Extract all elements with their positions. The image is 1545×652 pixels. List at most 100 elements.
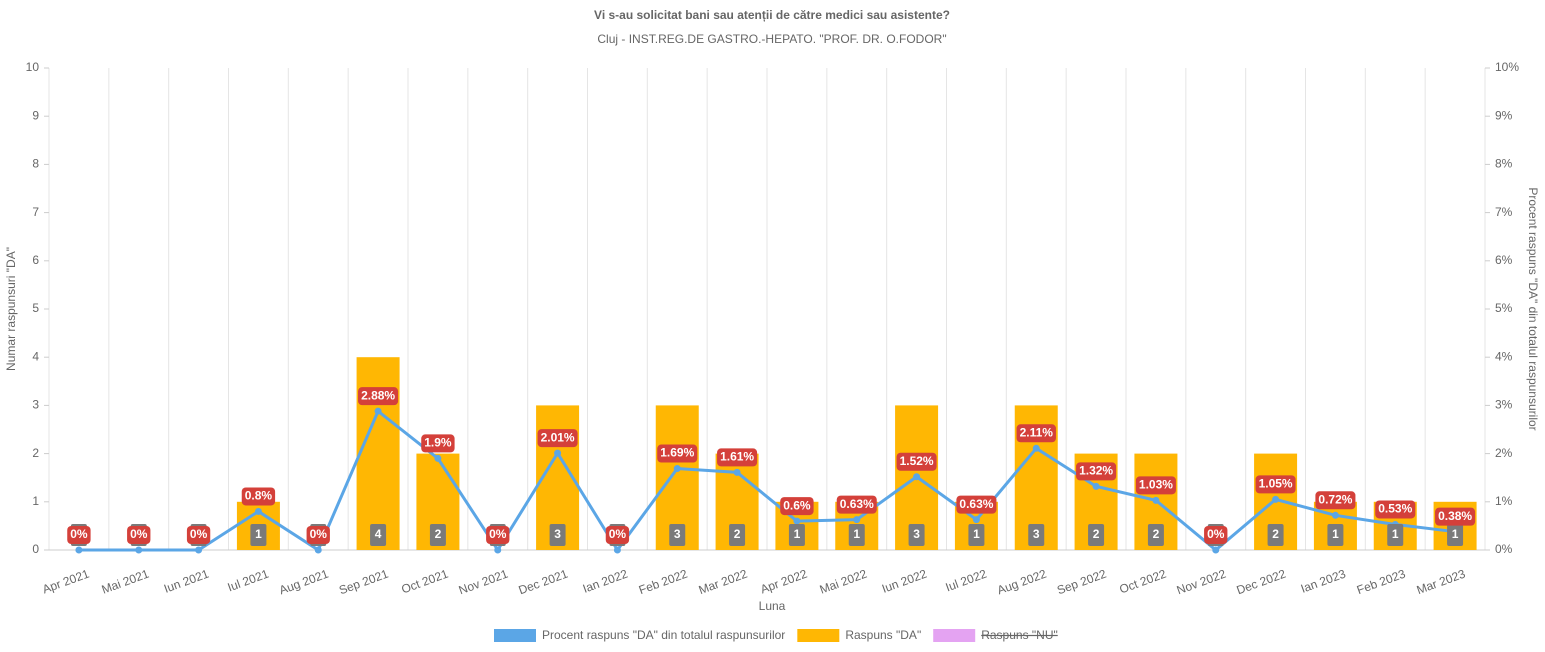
- y-tick-label: 9: [32, 108, 39, 122]
- x-tick-label: Aug 2021: [277, 567, 330, 598]
- point-label: 1.03%: [1135, 476, 1176, 495]
- line-point: [613, 546, 621, 554]
- bar-label: 1: [853, 527, 860, 541]
- legend-swatch: [933, 629, 976, 642]
- point-label: 0%: [486, 526, 510, 544]
- bar-label-bg: [908, 524, 925, 546]
- point-label: 0%: [306, 526, 330, 544]
- legend-swatch: [797, 629, 840, 642]
- x-tick-label: Ian 2022: [581, 567, 630, 596]
- point-label: 0%: [1204, 526, 1228, 544]
- x-tick-label: Feb 2023: [1355, 567, 1408, 598]
- point-label-text: 2.88%: [361, 388, 395, 402]
- point-label-bg: [956, 495, 997, 514]
- point-label: 1.69%: [657, 444, 698, 463]
- bar-label: 1: [1392, 527, 1399, 541]
- point-label: 0.6%: [780, 497, 814, 516]
- line-point: [195, 546, 203, 554]
- y2-tick-label: 6%: [1495, 253, 1513, 267]
- bar-label-bg: [1327, 524, 1344, 546]
- x-tick-label: Iul 2022: [944, 567, 989, 595]
- point-label-text: 1.9%: [424, 436, 452, 450]
- bar-label-bg: [549, 524, 566, 546]
- bar-label-bg: [1387, 524, 1404, 546]
- point-label-bg: [1135, 476, 1176, 495]
- point-label-bg: [1375, 500, 1416, 519]
- y2-tick-label: 9%: [1495, 108, 1513, 122]
- x-tick-label: Apr 2022: [758, 567, 809, 597]
- point-label-text: 1.05%: [1259, 477, 1293, 491]
- bar-label-bg: [1267, 524, 1284, 546]
- point-label-bg: [127, 526, 151, 544]
- bar-label-bg: [1028, 524, 1045, 546]
- y-tick-label: 0: [32, 542, 39, 556]
- bar-label: 1: [973, 527, 980, 541]
- point-label-text: 1.61%: [720, 450, 754, 464]
- point-label: 1.9%: [421, 434, 455, 453]
- y2-tick-label: 2%: [1495, 446, 1513, 460]
- line-point: [972, 516, 980, 524]
- point-label: 2.11%: [1016, 424, 1056, 443]
- point-label: 0.38%: [1435, 507, 1476, 526]
- x-tick-label: Dec 2021: [517, 567, 570, 598]
- x-tick-label: Oct 2022: [1117, 567, 1168, 597]
- bar-label-bg: [729, 524, 746, 546]
- bar-label-bg: [1147, 524, 1164, 546]
- point-label-bg: [896, 452, 937, 471]
- x-tick-label: Aug 2022: [995, 567, 1048, 598]
- line-point: [1032, 444, 1040, 452]
- point-label-text: 2.01%: [541, 430, 575, 444]
- point-label: 0.72%: [1315, 491, 1356, 510]
- y-tick-label: 3: [32, 398, 39, 412]
- x-tick-label: Mar 2023: [1415, 567, 1468, 598]
- point-label-text: 1.69%: [660, 446, 694, 460]
- point-label-bg: [306, 526, 330, 544]
- legend-swatch: [494, 629, 536, 642]
- point-label-text: 0%: [489, 527, 507, 541]
- point-label: 0.8%: [241, 487, 276, 506]
- line-point: [1272, 495, 1280, 503]
- point-label-text: 0%: [70, 527, 88, 541]
- x-tick-label: Iun 2022: [880, 567, 929, 596]
- point-label-bg: [186, 526, 211, 544]
- x-tick-label: Sep 2022: [1055, 567, 1108, 598]
- point-label-text: 0%: [130, 527, 148, 541]
- x-axis-title: Luna: [759, 599, 786, 613]
- bar-label: 3: [913, 527, 920, 541]
- point-label-bg: [780, 497, 814, 516]
- point-label: 2.88%: [358, 387, 399, 406]
- x-tick-label: Mai 2021: [100, 567, 151, 597]
- point-label-text: 1.52%: [900, 454, 934, 468]
- point-label-text: 1.03%: [1139, 478, 1173, 492]
- point-label-text: 0.8%: [245, 489, 273, 503]
- x-tick-label: Mai 2022: [818, 567, 869, 597]
- y-tick-label: 8: [32, 157, 39, 171]
- point-label-text: 0.63%: [959, 497, 993, 511]
- bar-label: 1: [255, 527, 262, 541]
- line-point: [554, 449, 562, 457]
- point-label-text: 0%: [609, 527, 627, 541]
- bar-label: 1: [794, 527, 801, 541]
- point-label-bg: [717, 448, 758, 467]
- bar-label-bg: [669, 524, 686, 546]
- point-label: 2.01%: [537, 429, 578, 448]
- point-label-text: 1.32%: [1079, 464, 1113, 478]
- bar-label: 2: [734, 527, 741, 541]
- point-label: 1.61%: [717, 448, 758, 467]
- point-label: 1.05%: [1255, 475, 1296, 494]
- x-tick-label: Dec 2022: [1235, 567, 1288, 598]
- bar: [356, 357, 400, 550]
- y-tick-label: 10: [26, 60, 40, 74]
- point-label-bg: [657, 444, 698, 463]
- point-label-bg: [1315, 491, 1356, 510]
- point-label-text: 0.53%: [1378, 502, 1412, 516]
- point-label-bg: [605, 526, 630, 544]
- y-tick-label: 1: [32, 494, 39, 508]
- bar-label-bg: [429, 524, 446, 546]
- line-point: [75, 546, 83, 554]
- y2-tick-label: 3%: [1495, 398, 1513, 412]
- point-label-text: 0%: [190, 527, 208, 541]
- y2-tick-label: 0%: [1495, 542, 1513, 556]
- point-label-bg: [358, 387, 399, 406]
- point-label: 0%: [186, 526, 211, 544]
